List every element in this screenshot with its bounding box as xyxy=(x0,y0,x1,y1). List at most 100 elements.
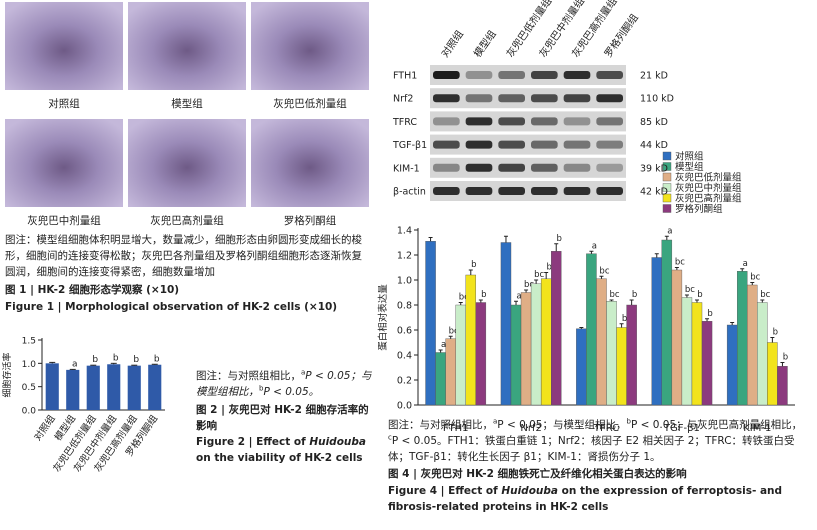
blot-band xyxy=(465,71,493,79)
bar xyxy=(681,297,693,406)
blot-band xyxy=(563,163,591,172)
protein-label: Nrf2 xyxy=(393,94,413,105)
protein-label: KIM-1 xyxy=(393,163,420,174)
lane-label: 对照组 xyxy=(438,28,466,60)
significance-label: b xyxy=(481,290,486,300)
figure1-title-en: Figure 1 | Morphological observation of … xyxy=(5,301,338,313)
y-tick-label: 0.5 xyxy=(22,383,36,393)
blot-band xyxy=(596,163,623,172)
blot-band xyxy=(498,71,525,79)
panel-label: 模型组 xyxy=(171,97,203,110)
blot-band xyxy=(531,117,558,126)
micrograph xyxy=(251,119,369,207)
x-tick-label: Nrf2 xyxy=(520,423,541,434)
significance-label: a xyxy=(516,291,521,301)
size-label: 21 kD xyxy=(640,71,668,82)
protein-label: TGF-β1 xyxy=(392,140,427,151)
blot-band xyxy=(563,187,591,195)
legend-swatch xyxy=(662,193,672,203)
bar xyxy=(107,364,121,410)
protein-label: β-actin xyxy=(393,187,426,198)
blot-band xyxy=(465,117,493,126)
figure1-note: 图注：模型组细胞体积明显增大，数量减少，细胞形态由卵圆形变成细长的梭形，细胞间的… xyxy=(5,234,362,278)
blot-band xyxy=(465,94,493,103)
title-text: Huidouba xyxy=(501,485,558,497)
bar xyxy=(425,241,436,406)
micrograph xyxy=(5,2,123,90)
significance-label: b xyxy=(154,354,160,364)
bar xyxy=(767,342,778,406)
blot-band xyxy=(498,94,525,103)
bar xyxy=(586,253,597,406)
y-tick-label: 1.0 xyxy=(397,276,412,287)
y-axis-label: 细胞存活率 xyxy=(1,352,13,397)
significance-label: bc xyxy=(675,258,685,268)
blot-band xyxy=(498,117,525,126)
significance-label: a xyxy=(667,226,672,236)
significance-label: b xyxy=(92,355,98,365)
y-tick-label: 0.0 xyxy=(397,401,412,412)
x-tick-label: TGF-β1 xyxy=(663,423,700,434)
bar xyxy=(551,251,562,406)
note-text: P < 0.05。FTH1：铁蛋白重链 1；Nrf2：核因子 E2 相关因子 2… xyxy=(388,435,795,463)
blot-band xyxy=(563,94,591,103)
bar xyxy=(520,292,532,406)
significance-label: b xyxy=(697,290,702,300)
x-tick-label: TFRC xyxy=(593,423,619,434)
panel-label: 罗格列酮组 xyxy=(284,214,337,227)
bar xyxy=(757,302,768,406)
note-sup: a xyxy=(493,417,498,426)
figure2-title-en: Figure 2 | Effect of Huidouba on the via… xyxy=(196,434,374,466)
blot-band xyxy=(563,71,591,79)
note-text: P < 0.05。 xyxy=(263,386,320,398)
bar xyxy=(66,369,80,410)
lane-label: 模型组 xyxy=(471,28,499,60)
x-tick-label: KIM-1 xyxy=(743,423,771,434)
y-axis-label: 蛋白相对表达量 xyxy=(377,284,389,351)
significance-label: bc xyxy=(524,280,534,290)
protein-label: TFRC xyxy=(392,117,417,128)
significance-label: bc xyxy=(449,326,459,336)
significance-label: a xyxy=(441,340,446,350)
bar xyxy=(726,324,738,406)
bar xyxy=(540,278,552,406)
legend-swatch xyxy=(662,183,672,192)
bar xyxy=(45,363,59,410)
bar xyxy=(148,364,162,410)
bar xyxy=(475,302,487,406)
panel-label: 灰兜巴低剂量组 xyxy=(273,97,347,110)
figure1-title-cn: 图 1 | HK-2 细胞形态学观察 (×10) xyxy=(5,284,180,296)
significance-label: b xyxy=(773,328,778,338)
blot-band xyxy=(596,94,623,103)
blot-band xyxy=(498,163,525,172)
blot-band xyxy=(498,187,525,195)
blot-strip xyxy=(430,88,626,109)
bar xyxy=(596,278,607,406)
significance-label: b xyxy=(113,353,119,363)
panel-label: 灰兜巴高剂量组 xyxy=(150,214,224,227)
blot-strip xyxy=(430,134,626,155)
blot-band xyxy=(596,187,623,195)
blot-band xyxy=(596,140,623,149)
size-label: 85 kD xyxy=(640,117,668,128)
significance-label: bc xyxy=(609,290,619,300)
blot-strip xyxy=(430,181,626,201)
significance-label: b xyxy=(133,355,139,365)
bar xyxy=(671,269,683,406)
panel-label: 灰兜巴中剂量组 xyxy=(27,214,101,227)
bar xyxy=(701,321,713,406)
blot-band xyxy=(498,140,525,149)
blot-band xyxy=(433,94,460,103)
bar xyxy=(86,365,100,410)
significance-label: bc xyxy=(685,285,695,295)
note-text: P < 0.05；与模型组相比， xyxy=(497,419,627,431)
blot-band xyxy=(531,163,558,172)
bar xyxy=(500,242,512,406)
bar xyxy=(455,304,466,406)
legend-label: 模型组 xyxy=(675,161,704,173)
blot-band xyxy=(531,71,558,79)
significance-label: a xyxy=(72,359,78,369)
y-tick-label: 1.4 xyxy=(397,226,412,237)
